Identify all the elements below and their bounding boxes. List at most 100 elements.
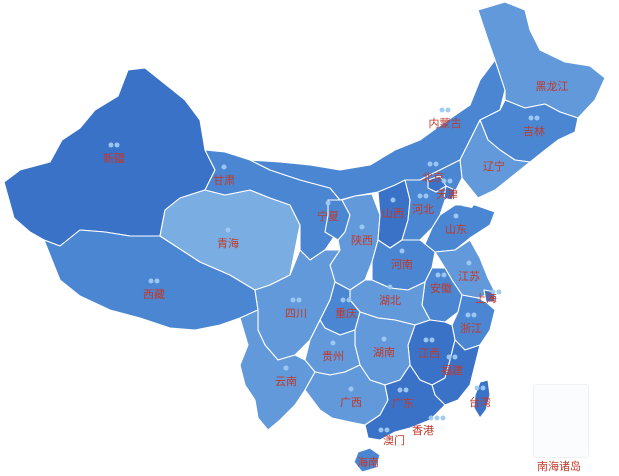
label-shaanxi: 陕西: [351, 234, 373, 247]
label-xizang: 西藏: [143, 288, 165, 301]
marker-dot: [452, 354, 458, 360]
province-fujian[interactable]: [431, 339, 481, 406]
marker-yunnan[interactable]: [283, 365, 289, 371]
marker-beijing[interactable]: [427, 161, 439, 167]
marker-anhui[interactable]: [435, 272, 447, 278]
label-guangxi: 广西: [340, 396, 362, 409]
marker-dot: [397, 387, 403, 393]
province-hainan[interactable]: [353, 447, 381, 473]
label-chongqing: 重庆: [335, 307, 357, 320]
label-jiangsu: 江苏: [458, 270, 480, 283]
marker-dot: [429, 337, 435, 343]
marker-shandong[interactable]: [453, 213, 459, 219]
marker-aomen[interactable]: [378, 427, 390, 433]
label-shanghai: 上海: [475, 292, 497, 305]
marker-taiwan[interactable]: [474, 385, 486, 391]
label-taiwan: 台湾: [469, 396, 491, 409]
marker-dot: [381, 336, 387, 342]
marker-gansu[interactable]: [221, 164, 227, 170]
label-hubei: 湖北: [379, 294, 401, 307]
marker-dot: [480, 385, 486, 391]
label-anhui: 安徽: [430, 282, 452, 295]
marker-guangxi[interactable]: [348, 386, 354, 392]
marker-dot: [528, 115, 534, 121]
marker-jilin[interactable]: [528, 115, 540, 121]
marker-jiangsu[interactable]: [466, 260, 472, 266]
marker-hubei[interactable]: [387, 284, 393, 290]
marker-henan[interactable]: [399, 248, 405, 254]
marker-dot: [154, 278, 160, 284]
label-beijing: 北京: [422, 171, 444, 184]
marker-dot: [423, 337, 429, 343]
label-hebei: 河北: [412, 203, 434, 216]
province-tianjin[interactable]: [443, 185, 456, 201]
marker-dot: [378, 427, 384, 433]
marker-dot: [446, 354, 452, 360]
marker-xianggang[interactable]: [428, 415, 446, 421]
marker-dot: [466, 260, 472, 266]
label-tianjin: 天津: [436, 188, 458, 201]
bohai-sea: [455, 178, 478, 208]
marker-dot: [471, 312, 477, 318]
marker-dot: [434, 415, 440, 421]
marker-sichuan[interactable]: [290, 297, 302, 303]
label-aomen: 澳门: [383, 434, 405, 447]
marker-dot: [296, 297, 302, 303]
marker-dot: [387, 284, 393, 290]
marker-dot: [221, 164, 227, 170]
marker-dot: [346, 297, 352, 303]
province-hebei[interactable]: [401, 159, 463, 241]
label-jiangxi: 江西: [418, 347, 440, 360]
marker-dot: [290, 297, 296, 303]
label-fujian: 福建: [441, 364, 463, 377]
marker-hunan[interactable]: [381, 336, 387, 342]
marker-dot: [453, 213, 459, 219]
marker-shanxi[interactable]: [390, 197, 396, 203]
marker-xinjiang[interactable]: [108, 142, 120, 148]
marker-guangdong[interactable]: [397, 387, 409, 393]
south-china-sea-label: 南海诸岛: [537, 460, 581, 473]
province-heilongjiang[interactable]: [477, 1, 606, 119]
south-china-sea-inset[interactable]: [533, 384, 589, 458]
marker-guizhou[interactable]: [330, 340, 336, 346]
marker-dot: [427, 161, 433, 167]
marker-dot: [384, 427, 390, 433]
label-henan: 河南: [391, 258, 413, 271]
marker-fujian[interactable]: [446, 354, 458, 360]
marker-dot: [465, 312, 471, 318]
marker-dot: [417, 193, 423, 199]
marker-dot: [439, 107, 445, 113]
marker-dot: [447, 178, 453, 184]
marker-dot: [148, 278, 154, 284]
marker-dot: [433, 161, 439, 167]
province-yunnan[interactable]: [239, 309, 316, 431]
marker-dot: [283, 365, 289, 371]
marker-zhejiang[interactable]: [465, 312, 477, 318]
marker-dot: [325, 200, 331, 206]
marker-dot: [441, 178, 447, 184]
marker-dot: [403, 387, 409, 393]
province-guangdong[interactable]: [364, 364, 446, 441]
marker-dot: [428, 415, 434, 421]
label-shanxi: 山西: [382, 207, 404, 220]
label-guizhou: 贵州: [322, 350, 344, 363]
marker-chongqing[interactable]: [340, 297, 352, 303]
marker-dot: [348, 386, 354, 392]
label-hainan: 海南: [357, 456, 379, 469]
marker-ningxia[interactable]: [325, 200, 331, 206]
marker-dot: [440, 415, 446, 421]
marker-tianjin[interactable]: [441, 178, 453, 184]
marker-dot: [474, 385, 480, 391]
marker-dot: [399, 248, 405, 254]
label-ningxia: 宁夏: [317, 210, 339, 223]
marker-xizang[interactable]: [148, 278, 160, 284]
marker-hebei[interactable]: [417, 193, 429, 199]
marker-shaanxi[interactable]: [359, 224, 365, 230]
marker-qinghai[interactable]: [225, 227, 231, 233]
marker-neimenggu[interactable]: [439, 107, 451, 113]
marker-jiangxi[interactable]: [423, 337, 435, 343]
label-neimenggu: 内蒙古: [428, 117, 462, 130]
label-hunan: 湖南: [373, 346, 395, 359]
marker-shanghai[interactable]: [490, 289, 502, 295]
